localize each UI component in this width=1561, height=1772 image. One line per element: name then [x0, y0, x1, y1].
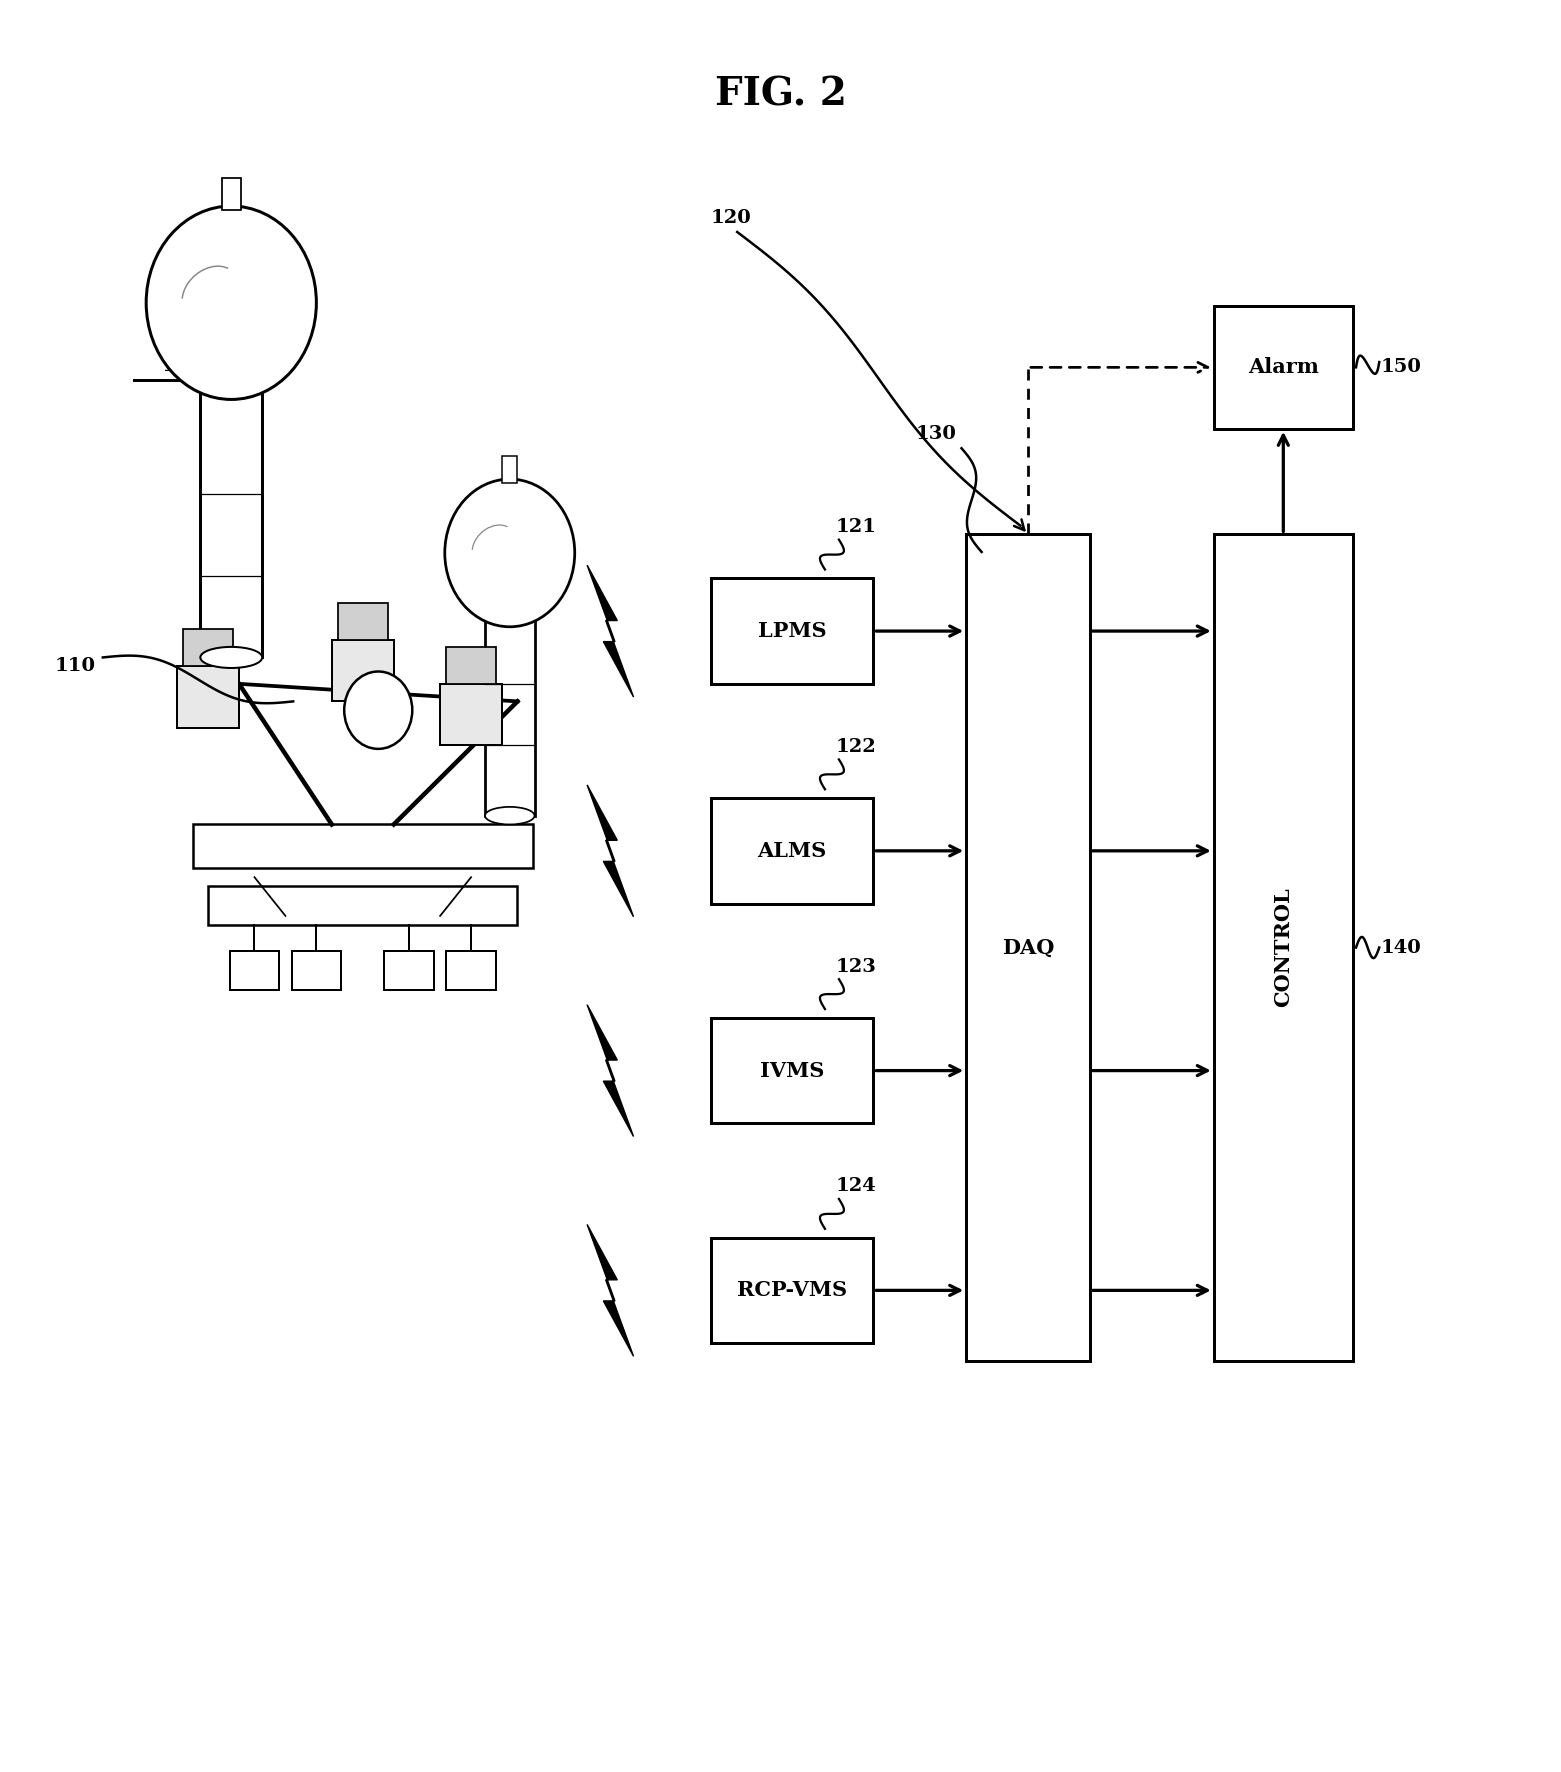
- FancyBboxPatch shape: [192, 824, 532, 868]
- Polygon shape: [587, 785, 634, 916]
- FancyBboxPatch shape: [1214, 307, 1353, 429]
- Ellipse shape: [200, 647, 262, 668]
- Ellipse shape: [485, 604, 534, 622]
- Text: Alarm: Alarm: [1247, 358, 1319, 377]
- Text: RCP-VMS: RCP-VMS: [737, 1281, 848, 1301]
- FancyBboxPatch shape: [710, 1017, 873, 1123]
- Text: 122: 122: [835, 737, 877, 757]
- FancyBboxPatch shape: [710, 797, 873, 904]
- FancyBboxPatch shape: [384, 952, 434, 991]
- Ellipse shape: [485, 806, 534, 824]
- Text: ALMS: ALMS: [757, 842, 827, 861]
- FancyBboxPatch shape: [222, 177, 240, 209]
- Text: 120: 120: [710, 209, 752, 227]
- Text: IVMS: IVMS: [760, 1061, 824, 1081]
- Ellipse shape: [200, 374, 262, 395]
- Text: 123: 123: [835, 957, 877, 976]
- FancyBboxPatch shape: [710, 1237, 873, 1343]
- FancyBboxPatch shape: [229, 952, 279, 991]
- FancyBboxPatch shape: [1214, 535, 1353, 1361]
- Text: 121: 121: [835, 517, 877, 537]
- Text: DAQ: DAQ: [1002, 937, 1054, 957]
- FancyBboxPatch shape: [183, 629, 233, 666]
- Text: 140: 140: [1381, 939, 1422, 957]
- Circle shape: [345, 672, 412, 750]
- FancyBboxPatch shape: [332, 640, 393, 702]
- FancyBboxPatch shape: [966, 535, 1090, 1361]
- Text: 110: 110: [55, 657, 95, 675]
- Circle shape: [445, 478, 574, 627]
- Polygon shape: [587, 1224, 634, 1356]
- Text: FIG. 2: FIG. 2: [715, 76, 846, 113]
- Polygon shape: [587, 1005, 634, 1136]
- FancyBboxPatch shape: [710, 578, 873, 684]
- Text: CONTROL: CONTROL: [1274, 888, 1294, 1008]
- Text: 124: 124: [835, 1177, 877, 1196]
- FancyBboxPatch shape: [440, 684, 503, 746]
- FancyBboxPatch shape: [176, 666, 239, 728]
- Text: 130: 130: [916, 425, 957, 443]
- FancyBboxPatch shape: [503, 455, 518, 482]
- Text: 150: 150: [1381, 358, 1422, 376]
- FancyBboxPatch shape: [339, 602, 387, 640]
- Text: LPMS: LPMS: [757, 620, 826, 641]
- Circle shape: [147, 206, 317, 399]
- Text: 100: 100: [162, 354, 208, 376]
- FancyBboxPatch shape: [292, 952, 342, 991]
- FancyBboxPatch shape: [446, 647, 496, 684]
- FancyBboxPatch shape: [446, 952, 496, 991]
- FancyBboxPatch shape: [208, 886, 518, 925]
- Polygon shape: [587, 565, 634, 696]
